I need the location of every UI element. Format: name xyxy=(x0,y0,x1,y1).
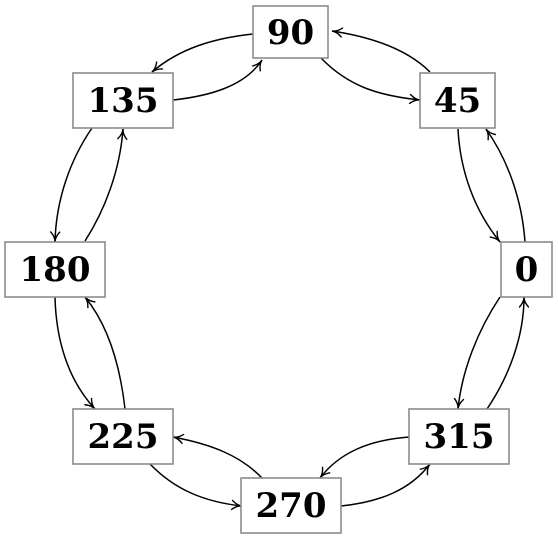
edge-135-to-180 xyxy=(50,127,93,243)
node-135: 135 xyxy=(72,72,174,129)
node-315-label: 315 xyxy=(424,417,495,457)
edge-225-to-180 xyxy=(84,296,126,410)
node-90: 90 xyxy=(252,5,329,59)
edge-45-to-90 xyxy=(331,27,431,73)
node-180: 180 xyxy=(4,241,106,298)
node-180-label: 180 xyxy=(20,250,91,290)
edge-270-to-315 xyxy=(340,463,431,507)
edge-315-to-0 xyxy=(486,296,530,410)
edge-180-to-225 xyxy=(54,296,96,410)
edges xyxy=(50,27,530,511)
node-0: 0 xyxy=(500,241,553,298)
node-225: 225 xyxy=(72,408,174,465)
edge-45-to-0 xyxy=(457,128,501,243)
edge-0-to-45 xyxy=(485,128,526,243)
edge-180-to-135 xyxy=(84,128,128,242)
node-90-label: 90 xyxy=(267,13,314,53)
node-0-label: 0 xyxy=(515,250,539,290)
node-45: 45 xyxy=(419,72,496,129)
edge-90-to-135 xyxy=(151,33,254,73)
edge-0-to-315 xyxy=(453,296,501,410)
node-315: 315 xyxy=(408,408,510,465)
edge-90-to-45 xyxy=(320,57,421,105)
node-225-label: 225 xyxy=(88,417,159,457)
edge-135-to-90 xyxy=(172,59,263,101)
edge-315-to-270 xyxy=(319,436,410,479)
node-45-label: 45 xyxy=(434,81,481,121)
node-135-label: 135 xyxy=(88,81,159,121)
node-270: 270 xyxy=(240,477,342,534)
edge-225-to-270 xyxy=(149,463,243,511)
node-270-label: 270 xyxy=(256,486,327,526)
edge-270-to-225 xyxy=(172,433,263,479)
